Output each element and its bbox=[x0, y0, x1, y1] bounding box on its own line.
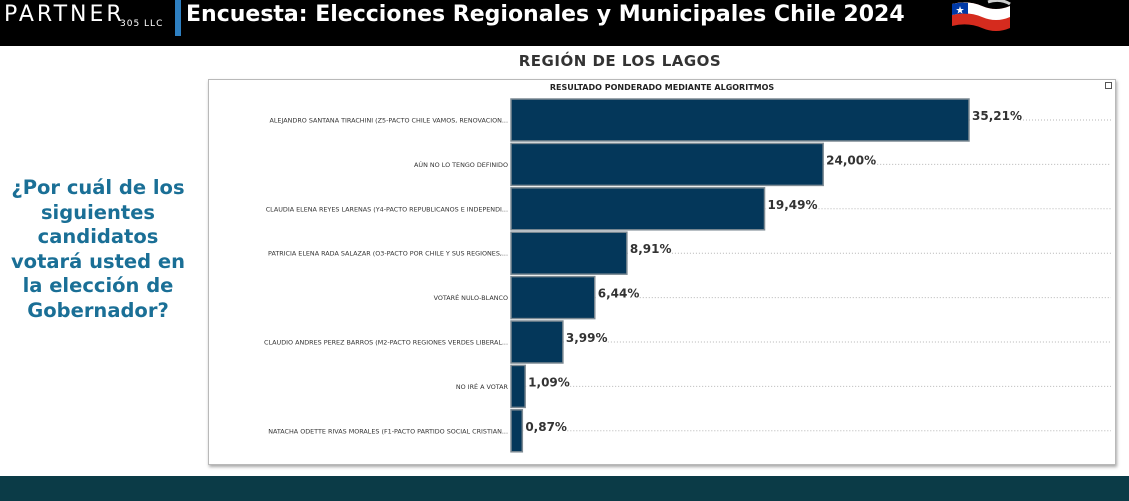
partner-logo: PARTNER 305 LLC bbox=[4, 1, 174, 35]
survey-question: ¿Por cuál de los siguientes candidatos v… bbox=[10, 176, 186, 322]
page-title: Encuesta: Elecciones Regionales y Munici… bbox=[186, 2, 905, 27]
category-label: ALEJANDRO SANTANA TIRACHINI (Z5-PACTO CH… bbox=[270, 117, 509, 125]
footer-bar bbox=[0, 476, 1129, 501]
header-bar: PARTNER 305 LLC Encuesta: Elecciones Reg… bbox=[0, 0, 1129, 46]
value-label: 3,99% bbox=[566, 331, 608, 345]
bar[interactable] bbox=[510, 231, 628, 275]
value-label-backing bbox=[628, 244, 670, 257]
category-label: AÚN NO LO TENGO DEFINIDO bbox=[414, 160, 508, 169]
logo-subtext: 305 LLC bbox=[120, 19, 164, 29]
chile-flag-icon bbox=[952, 0, 1011, 32]
bar[interactable] bbox=[510, 275, 596, 320]
logo-text: PARTNER bbox=[4, 2, 125, 27]
bar-chart: ALEJANDRO SANTANA TIRACHINI (Z5-PACTO CH… bbox=[264, 98, 1111, 453]
bar[interactable] bbox=[510, 142, 824, 187]
value-label: 35,21% bbox=[972, 109, 1022, 123]
value-label-backing bbox=[527, 377, 569, 390]
category-label: NO IRÉ A VOTAR bbox=[456, 382, 509, 391]
value-label-backing bbox=[524, 421, 566, 434]
category-label: VOTARÉ NULO-BLANCO bbox=[434, 293, 508, 302]
value-label: 19,49% bbox=[768, 198, 818, 212]
chart-subtitle: RESULTADO PONDERADO MEDIANTE ALGORITMOS bbox=[549, 83, 775, 92]
category-label: PATRICIA ELENA RADA SALAZAR (O3-PACTO PO… bbox=[268, 250, 508, 258]
value-label: 24,00% bbox=[826, 153, 876, 167]
logo-divider bbox=[175, 0, 181, 36]
bar[interactable] bbox=[510, 364, 526, 409]
chart-panel: RESULTADO PONDERADO MEDIANTE ALGORITMOS … bbox=[208, 79, 1116, 465]
category-label: NATACHA ODETTE RIVAS MORALES (F1-PACTO P… bbox=[268, 427, 508, 435]
value-label-backing bbox=[596, 288, 638, 301]
bar[interactable] bbox=[510, 320, 564, 364]
value-label-backing bbox=[825, 155, 874, 168]
value-label: 8,91% bbox=[630, 242, 672, 256]
category-label: CLAUDIO ANDRES PEREZ BARROS (M2-PACTO RE… bbox=[264, 339, 508, 347]
value-label-backing bbox=[564, 333, 606, 345]
category-label: CLAUDIA ELENA REYES LARENAS (Y4-PACTO RE… bbox=[266, 205, 508, 213]
value-label: 1,09% bbox=[528, 375, 570, 389]
bar[interactable] bbox=[510, 187, 766, 231]
chart-region-title: REGIÓN DE LOS LAGOS bbox=[518, 52, 722, 70]
maximize-icon[interactable] bbox=[1105, 82, 1112, 89]
value-label: 0,87% bbox=[525, 420, 567, 434]
value-label-backing bbox=[971, 111, 1020, 123]
value-label: 6,44% bbox=[598, 287, 640, 301]
bar[interactable] bbox=[510, 409, 524, 453]
value-label-backing bbox=[766, 199, 816, 212]
bar[interactable] bbox=[510, 98, 970, 142]
